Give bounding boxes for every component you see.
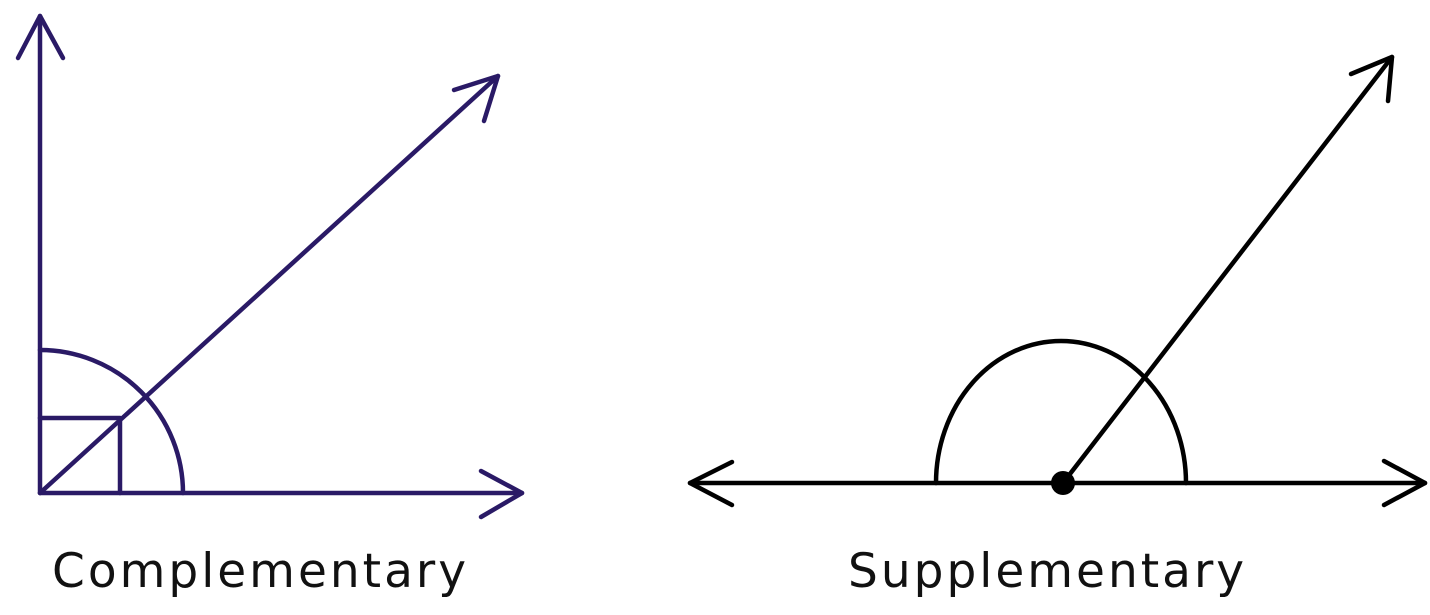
supplementary-diagonal-ray <box>1060 54 1395 486</box>
supplementary-angles-figure <box>687 54 1428 508</box>
complementary-caption: Complementary <box>52 544 470 599</box>
supplementary-left-arrowhead <box>687 459 735 508</box>
complementary-diagonal-ray <box>37 73 501 496</box>
supplementary-caption: Supplementary <box>848 544 1248 599</box>
complementary-horizontal-arrowhead <box>478 468 525 520</box>
supplementary-right-arrowhead <box>1381 458 1428 508</box>
complementary-angles-figure <box>15 13 525 520</box>
complementary-angle-arc <box>37 347 186 496</box>
supplementary-diagonal-arrowhead <box>1348 54 1395 104</box>
complementary-vertical-arrowhead <box>15 13 66 61</box>
supplementary-angle-arc <box>933 338 1189 486</box>
complementary-right-angle-marker <box>37 415 123 496</box>
supplementary-vertex-point <box>1051 471 1075 495</box>
complementary-diagonal-arrowhead <box>451 73 501 124</box>
